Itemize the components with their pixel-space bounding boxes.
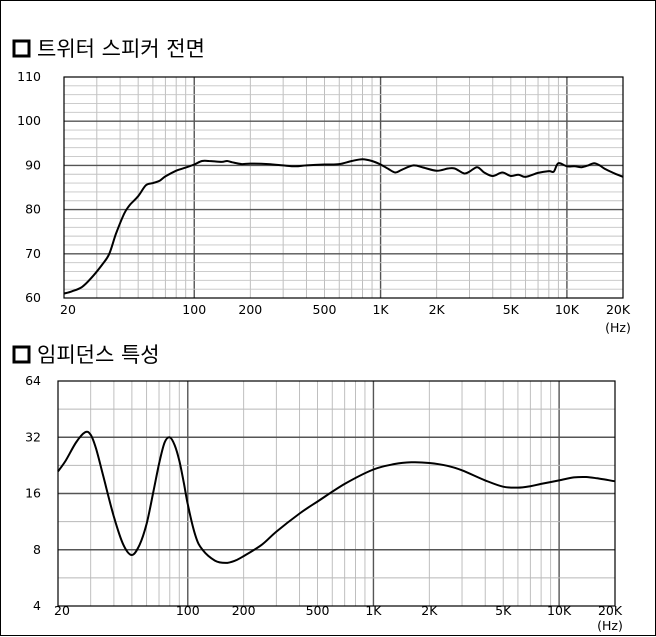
y-tick-label: 4 bbox=[33, 598, 41, 613]
x-tick-label: 20K bbox=[606, 302, 631, 317]
x-axis-unit: (Hz) bbox=[597, 618, 623, 633]
x-axis-ticks: 20 100 200 500 1K 2K 5K 10K 20K bbox=[60, 302, 631, 317]
x-tick-label: 20 bbox=[54, 603, 70, 618]
x-tick-label: 10K bbox=[555, 302, 580, 317]
series-line bbox=[57, 430, 616, 564]
y-axis-ticks: 4 8 16 32 64 bbox=[25, 373, 41, 613]
grid bbox=[64, 77, 623, 298]
x-tick-label: 100 bbox=[176, 603, 200, 618]
x-tick-label: 5K bbox=[503, 302, 520, 317]
y-tick-label: 80 bbox=[25, 202, 41, 217]
grid bbox=[58, 381, 615, 606]
title-square-icon bbox=[12, 345, 31, 364]
y-tick-label: 90 bbox=[25, 157, 41, 172]
plot-area bbox=[57, 380, 616, 607]
y-tick-label: 60 bbox=[25, 290, 41, 305]
x-axis-ticks: 20 100 200 500 1K 2K 5K 10K 20K bbox=[54, 603, 623, 618]
chart-title: 트위터 스피커 전면 bbox=[37, 37, 205, 61]
x-tick-label: 500 bbox=[306, 603, 330, 618]
y-axis-ticks: 60 70 80 90 100 110 bbox=[17, 69, 41, 305]
x-tick-label: 500 bbox=[313, 302, 337, 317]
plot-area bbox=[63, 76, 624, 299]
x-tick-label: 20 bbox=[60, 302, 76, 317]
y-tick-label: 32 bbox=[25, 429, 41, 444]
x-tick-label: 100 bbox=[182, 302, 206, 317]
y-tick-label: 8 bbox=[33, 542, 41, 557]
y-tick-label: 70 bbox=[25, 246, 41, 261]
series-line bbox=[63, 158, 624, 295]
x-tick-label: 10K bbox=[547, 603, 572, 618]
y-tick-label: 100 bbox=[17, 113, 41, 128]
x-tick-label: 20K bbox=[598, 603, 623, 618]
x-tick-label: 1K bbox=[365, 603, 382, 618]
x-tick-label: 1K bbox=[372, 302, 389, 317]
x-tick-label: 2K bbox=[421, 603, 438, 618]
x-tick-label: 5K bbox=[495, 603, 512, 618]
impedance-chart: 임피던스 특성 4 8 16 32 64 20 100 200 500 1K 2K 5K 10K 20K… bbox=[12, 343, 623, 633]
y-tick-label: 64 bbox=[25, 373, 41, 388]
y-tick-label: 16 bbox=[25, 486, 41, 501]
chart-title: 임피던스 특성 bbox=[37, 343, 160, 367]
x-tick-label: 2K bbox=[429, 302, 446, 317]
title-square-icon bbox=[12, 39, 31, 58]
y-tick-label: 110 bbox=[17, 69, 41, 84]
x-axis-unit: (Hz) bbox=[605, 320, 631, 335]
x-tick-label: 200 bbox=[232, 603, 256, 618]
x-tick-label: 200 bbox=[238, 302, 262, 317]
